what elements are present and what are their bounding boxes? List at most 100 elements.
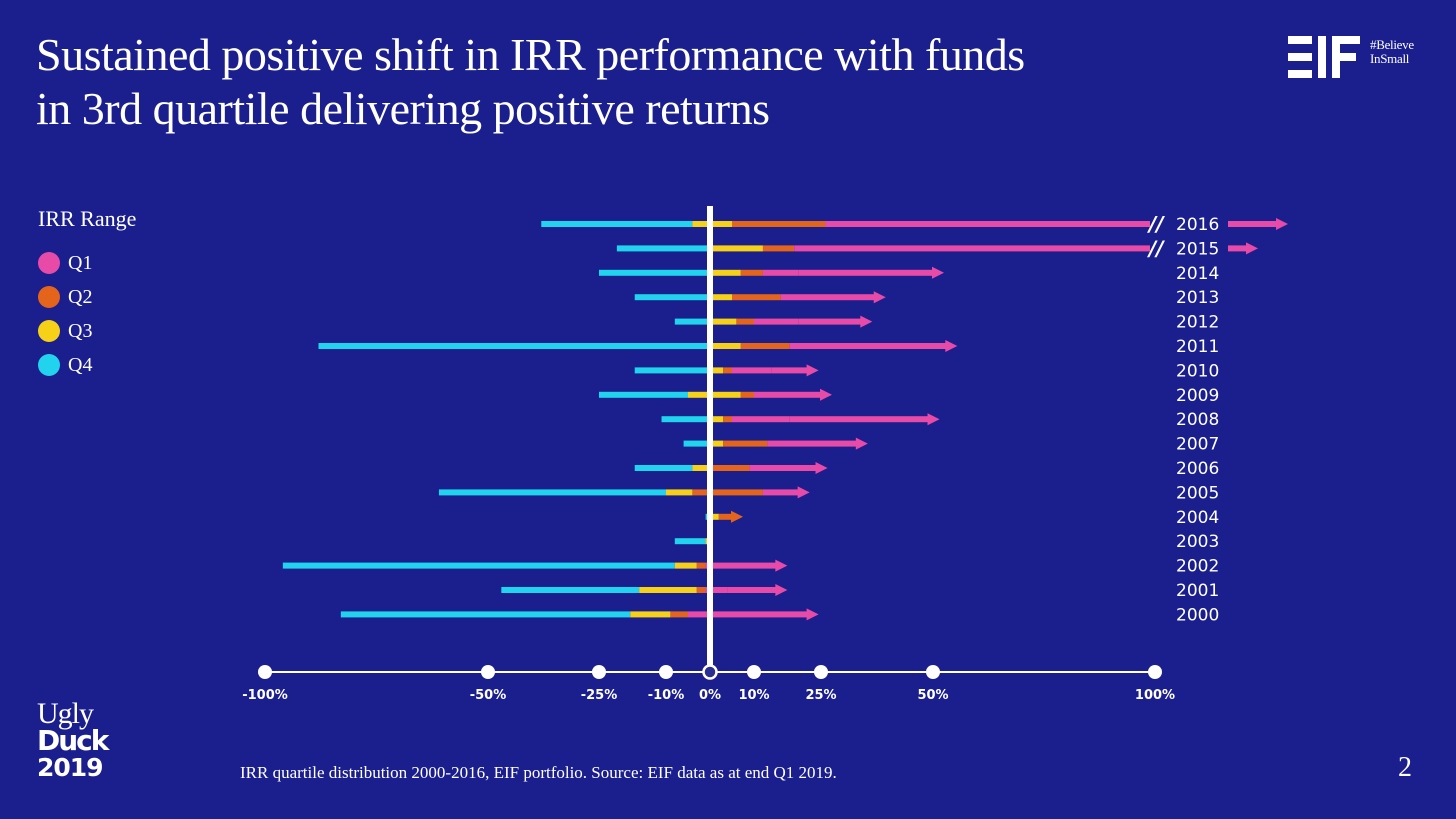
x-axis-tick-label: -10% [648, 688, 685, 703]
bar-segment-2015-q2 [762, 245, 795, 252]
legend-swatch-q1 [38, 252, 60, 274]
bar-segment-2012-q1 [754, 318, 799, 325]
event-logo-line3: 2019 [37, 753, 104, 782]
x-axis-tick-dot-0 [702, 664, 718, 680]
bar-arrowhead-2002 [775, 559, 788, 572]
overflow-bar-2016 [1228, 221, 1276, 227]
year-label-2014: 2014 [1176, 264, 1219, 284]
bar-arrowhead-2013 [873, 291, 886, 304]
x-axis-tick-dot-10 [747, 665, 761, 679]
bar-segment-2009-q4 [599, 391, 688, 398]
year-label-2004: 2004 [1176, 508, 1219, 528]
bar-segment-2009-q1 [754, 391, 821, 398]
bar-segment-2013-q2 [732, 294, 781, 301]
overflow-bar-2015 [1228, 245, 1246, 252]
bar-segment-2002-q2 [696, 562, 706, 569]
bar-segment-2000-q4 [340, 611, 631, 618]
x-axis-tick-dot-100 [1148, 665, 1162, 679]
bar-segment-2000-q1 [688, 611, 808, 618]
bar-segment-2011-q4 [318, 343, 710, 349]
bar-segment-2001-q3 [639, 587, 697, 593]
bar-segment-2010-q4 [634, 367, 710, 374]
bar-segment-2008-q3 [710, 416, 724, 423]
bar-segment-2016-q4 [541, 221, 693, 227]
legend-swatch-q3 [38, 320, 60, 342]
legend-item-q1: Q1 [38, 246, 136, 280]
event-logo-line2: Duck [37, 724, 109, 757]
bar-arrowhead-2000 [806, 608, 819, 621]
bar-segment-2000-q2 [670, 611, 688, 618]
bar-segment-2012-q4 [674, 318, 710, 325]
year-label-2007: 2007 [1176, 435, 1219, 455]
bar-segment-2010-q2 [723, 367, 732, 374]
x-axis-tick-dot-neg10 [659, 665, 673, 679]
slide-title: Sustained positive shift in IRR performa… [36, 28, 1156, 136]
bar-segment-2012-q [798, 318, 862, 325]
bar-arrowhead-2014 [932, 266, 944, 279]
x-axis-tick-label: -50% [470, 688, 507, 703]
bar-segment-2008-q [789, 416, 929, 423]
bar-segment-2012-q3 [710, 318, 737, 325]
bar-segment-2010-q [771, 367, 808, 374]
bar-segment-2014-q1 [762, 269, 799, 276]
chart-legend: IRR Range Q1 Q2 Q3 Q4 [38, 206, 136, 382]
bar-arrowhead-2010 [806, 364, 819, 377]
bar-segment-2014-q2 [740, 269, 763, 276]
bar-segment-2005-q3 [666, 489, 693, 496]
bar-segment-2008-q1 [732, 416, 790, 423]
bar-arrowhead-2001 [775, 584, 788, 596]
bar-arrowhead-2007 [855, 437, 868, 450]
bar-segment-2016-q2 [732, 221, 826, 227]
year-label-2013: 2013 [1176, 288, 1219, 308]
x-axis-tick-label: 10% [738, 688, 769, 703]
bar-segment-2010-q1 [732, 367, 772, 374]
bar-segment-2010-q3 [710, 367, 724, 374]
bar-segment-2015-q4 [616, 245, 710, 252]
bar-segment-2009-q3 [688, 391, 741, 398]
axis-break-mark-2016: // [1147, 212, 1165, 236]
x-axis-tick-dot-neg50 [481, 665, 495, 679]
ugly-duck-logo: Ugly Duck 2019 [37, 699, 109, 782]
year-label-2009: 2009 [1176, 386, 1219, 406]
brand-tagline-line2: InSmall [1370, 51, 1410, 66]
brand-tagline-line1: #Believe [1370, 37, 1414, 52]
x-axis-tick-label: -25% [581, 688, 618, 703]
bar-segment-2001-q4 [501, 587, 640, 593]
legend-swatch-q4 [38, 354, 60, 376]
bar-segment-2002-q4 [282, 562, 675, 569]
year-label-2015: 2015 [1176, 239, 1219, 259]
bar-segment-2001-q1 [705, 587, 728, 593]
bar-segment-2006-q3 [692, 465, 710, 471]
bar-segment-2007-q3 [710, 440, 724, 447]
bar-segment-2006-q1 [749, 465, 817, 471]
page-number: 2 [1398, 752, 1412, 783]
bar-segment-2015-q3 [710, 245, 763, 252]
year-label-2008: 2008 [1176, 410, 1219, 430]
bar-segment-2005-q4 [438, 489, 666, 496]
bar-arrowhead-2016 [1276, 218, 1288, 230]
bar-segment-2013-q1 [780, 294, 875, 301]
bar-segment-2006-q2 [710, 465, 750, 471]
x-axis-tick-label: 100% [1135, 688, 1175, 703]
bar-arrowhead-2012 [860, 315, 873, 328]
legend-item-q4: Q4 [38, 348, 136, 382]
bar-arrowhead-2006 [815, 462, 828, 474]
x-axis-tick-label: 25% [805, 688, 836, 703]
year-label-2005: 2005 [1176, 483, 1219, 503]
bar-segment-2004-q3 [710, 513, 719, 520]
bar-segment-2011-q2 [740, 343, 790, 349]
x-axis-tick-label: 50% [917, 688, 948, 703]
bar-arrowhead-2005 [797, 486, 810, 499]
year-label-2001: 2001 [1176, 581, 1219, 601]
year-label-2010: 2010 [1176, 361, 1219, 381]
brand-tagline: #Believe InSmall [1370, 38, 1414, 66]
bar-segment-2006-q4 [634, 465, 693, 471]
bar-segment-2005-q2 [692, 489, 763, 496]
year-label-2002: 2002 [1176, 557, 1219, 577]
legend-item-q3: Q3 [38, 314, 136, 348]
bar-segment-2014-q [798, 269, 933, 276]
bar-arrowhead-2004 [731, 510, 743, 523]
x-axis-tick-label: -100% [242, 688, 288, 703]
bar-arrowhead-2015 [1246, 242, 1258, 255]
x-axis-tick-dot-neg25 [592, 665, 606, 679]
